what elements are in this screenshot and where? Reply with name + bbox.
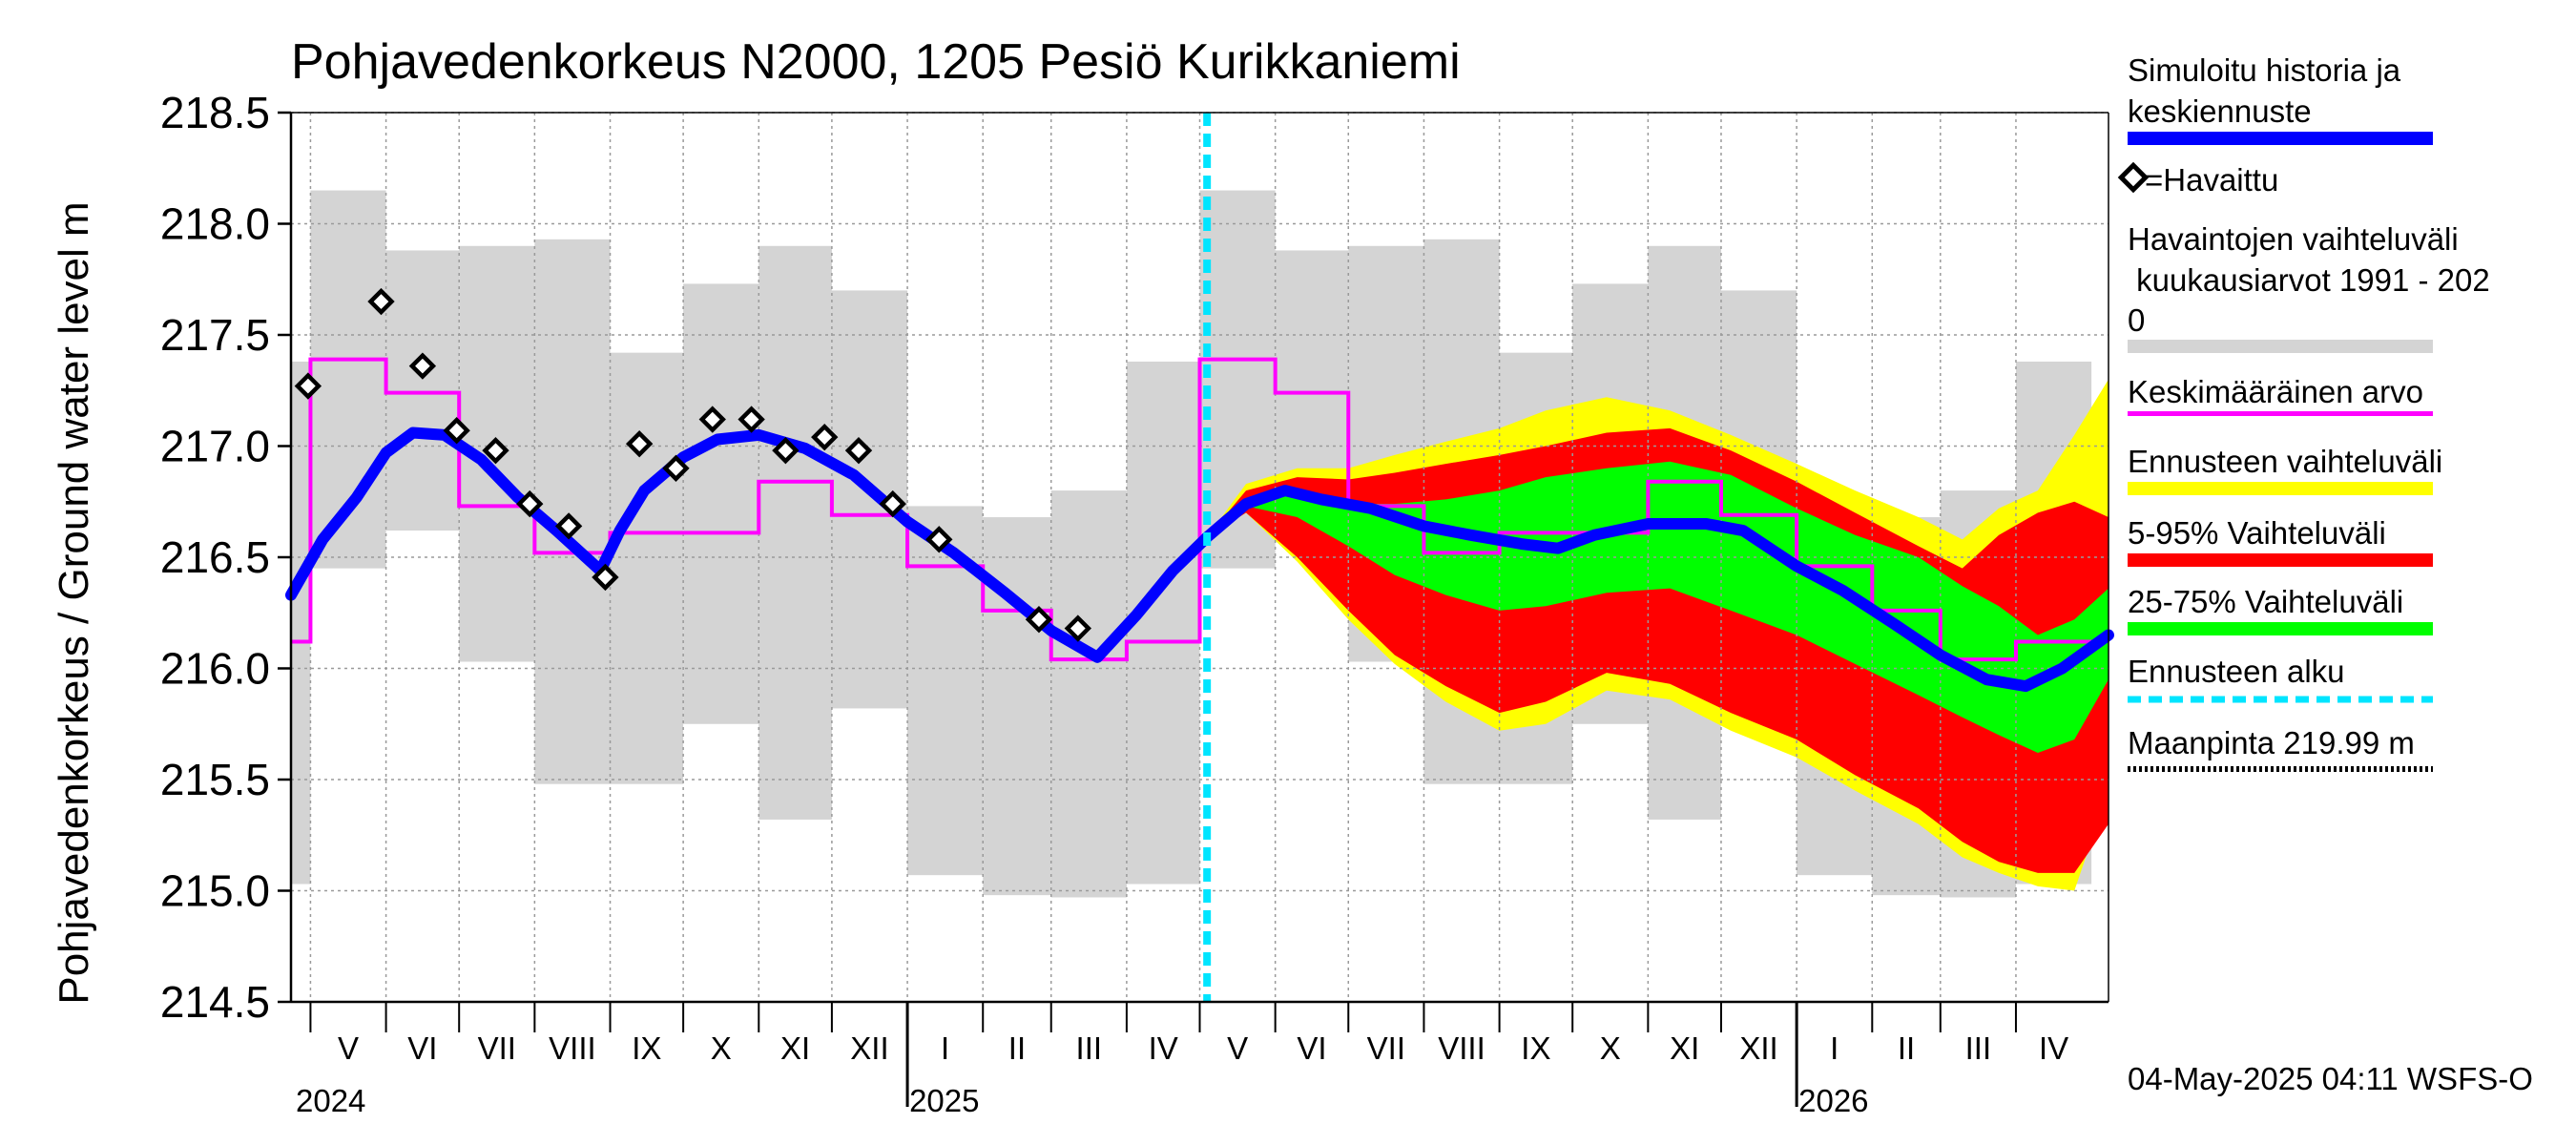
legend-p5-95-label: 5-95% Vaihteluväli: [2128, 515, 2386, 551]
month-tick-label: XII: [850, 1030, 888, 1066]
month-tick-label: X: [711, 1030, 732, 1066]
observed-point: [482, 436, 509, 465]
y-tick-label: 216.0: [160, 644, 270, 694]
month-tick-label: X: [1600, 1030, 1621, 1066]
legend-range-swatch: [2128, 340, 2433, 353]
month-tick-label: VI: [407, 1030, 437, 1066]
monthly-range-bar: [1126, 361, 1200, 885]
legend-range-label-1: Havaintojen vaihteluväli: [2128, 221, 2459, 257]
year-label: 2024: [296, 1083, 365, 1118]
observed-point: [772, 436, 800, 465]
observed-point: [294, 372, 322, 400]
observed-point: [925, 526, 953, 553]
observed-point: [698, 406, 726, 433]
month-tick-label: VIII: [1438, 1030, 1485, 1066]
legend-ground-label: Maanpinta 219.99 m: [2128, 725, 2415, 760]
month-tick-label: VI: [1297, 1030, 1326, 1066]
y-axis-label: Pohjavedenkorkeus / Ground water level m: [51, 201, 97, 1004]
observed-point: [367, 287, 395, 316]
month-tick-label: V: [338, 1030, 359, 1066]
observed-point: [516, 489, 544, 518]
observed-point: [554, 512, 583, 540]
legend-observed-marker: [2117, 161, 2150, 194]
legend-forecast-start-label: Ennusteen alku: [2128, 654, 2345, 689]
legend-observed-label: =Havaittu: [2145, 162, 2278, 198]
observed-point: [844, 436, 873, 465]
observed-point: [811, 423, 839, 451]
month-tick-label: IV: [2039, 1030, 2068, 1066]
y-tick-label: 217.5: [160, 310, 270, 360]
year-label: 2026: [1798, 1083, 1868, 1118]
month-tick-label: VII: [1367, 1030, 1405, 1066]
legend-envelope-swatch: [2128, 482, 2433, 495]
monthly-range-bar: [385, 250, 460, 531]
legend-envelope-label: Ennusteen vaihteluväli: [2128, 444, 2442, 479]
month-tick-label: XI: [1670, 1030, 1699, 1066]
legend-mean-label: Keskimääräinen arvo: [2128, 374, 2423, 409]
month-tick-label: XI: [780, 1030, 810, 1066]
observed-point: [1025, 606, 1053, 634]
y-tick-label: 218.5: [160, 88, 270, 137]
legend-sim-label-1: Simuloitu historia ja: [2128, 52, 2401, 88]
observed-point: [408, 352, 437, 380]
month-tick-label: IX: [1521, 1030, 1550, 1066]
y-tick-label: 215.0: [160, 866, 270, 916]
chart-title: Pohjavedenkorkeus N2000, 1205 Pesiö Kuri…: [291, 34, 1461, 90]
month-tick-label: XII: [1739, 1030, 1777, 1066]
y-tick-label: 214.5: [160, 977, 270, 1027]
observed-point: [625, 429, 654, 458]
y-tick-label: 216.5: [160, 532, 270, 582]
observed-point: [879, 489, 906, 518]
month-tick-label: V: [1227, 1030, 1248, 1066]
plot-area: 214.5 215.0 215.5 216.0 216.5 217.0 217.5 218.0…: [160, 88, 2114, 1118]
observed-point: [737, 406, 765, 433]
y-tick-label: 215.5: [160, 755, 270, 804]
forecast-25-75-band: [1207, 461, 2109, 754]
legend-p5-95-swatch: [2128, 553, 2433, 567]
observed-point: [592, 563, 619, 592]
monthly-range-bar: [610, 352, 684, 784]
month-tick-label: VII: [478, 1030, 516, 1066]
legend-sim-label-2: keskiennuste: [2128, 94, 2312, 129]
monthly-range-bar: [1050, 490, 1127, 898]
legend-p25-75-swatch: [2128, 622, 2433, 635]
legend: Simuloitu historia ja keskiennuste =Hava…: [2117, 52, 2490, 772]
observed-point: [662, 454, 690, 482]
legend-p25-75-label: 25-75% Vaihteluväli: [2128, 584, 2403, 619]
month-tick-label: VIII: [549, 1030, 596, 1066]
month-tick-label: II: [1898, 1030, 1915, 1066]
legend-range-label-3: 0: [2128, 302, 2145, 338]
observed-point: [1064, 614, 1092, 642]
grid-lines: [291, 112, 2109, 1003]
legend-mean-swatch: [2128, 411, 2433, 416]
month-tick-label: II: [1008, 1030, 1026, 1066]
year-label: 2025: [909, 1083, 979, 1118]
month-tick-label: IX: [632, 1030, 661, 1066]
month-tick-label: III: [1076, 1030, 1103, 1066]
month-tick-label: III: [1965, 1030, 1992, 1066]
legend-range-label-2: kuukausiarvot 1991 - 202: [2128, 262, 2490, 298]
month-tick-label: I: [941, 1030, 949, 1066]
monthly-range-bar: [534, 239, 611, 784]
monthly-range-bar: [758, 245, 832, 820]
monthly-mean-line: [291, 357, 2092, 662]
month-tick-label: IV: [1149, 1030, 1178, 1066]
monthly-range-bar: [683, 283, 759, 724]
month-tick-label: I: [1830, 1030, 1839, 1066]
monthly-range-bar: [291, 361, 311, 885]
observed-point: [443, 417, 470, 445]
monthly-range-bar: [983, 517, 1051, 896]
y-tick-label: 218.0: [160, 199, 270, 249]
footer-timestamp: 04-May-2025 04:11 WSFS-O: [2128, 1061, 2533, 1096]
y-tick-label: 217.0: [160, 422, 270, 471]
legend-sim-swatch: [2128, 132, 2433, 145]
